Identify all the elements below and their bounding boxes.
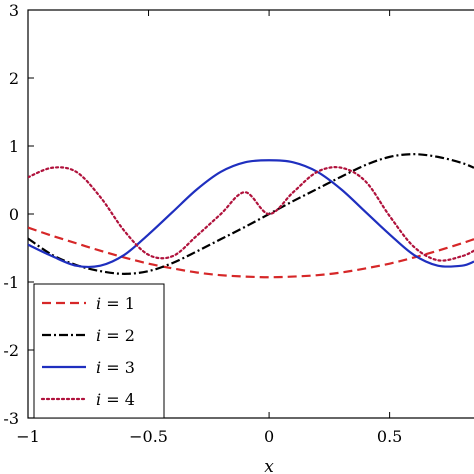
x-tick-label: 0.5 bbox=[377, 427, 402, 446]
legend-value: = 4 bbox=[101, 390, 135, 409]
legend-var: i bbox=[96, 294, 101, 313]
x-tick-label: −0.5 bbox=[129, 427, 168, 446]
series-line-1 bbox=[28, 226, 474, 279]
y-tick-label: 2 bbox=[9, 69, 19, 88]
series-layer bbox=[28, 153, 474, 279]
x-axis-ticks: −1 −0.5 0 0.5 bbox=[16, 10, 402, 446]
x-tick-label: −1 bbox=[16, 427, 40, 446]
x-axis-label: x bbox=[264, 457, 274, 474]
legend-value: = 1 bbox=[101, 294, 135, 313]
legend-value: = 3 bbox=[101, 358, 135, 377]
legend-label-1: i = 1 bbox=[96, 294, 135, 313]
y-tick-label: -2 bbox=[3, 341, 19, 360]
y-tick-label: -1 bbox=[3, 273, 19, 292]
legend-label-4: i = 4 bbox=[96, 390, 135, 409]
y-tick-label: 1 bbox=[9, 137, 19, 156]
y-axis-ticks: -3 -2 -1 0 1 2 3 bbox=[3, 1, 34, 428]
series-line-2 bbox=[28, 153, 474, 275]
legend-var: i bbox=[96, 390, 101, 409]
legend-var: i bbox=[96, 358, 101, 377]
y-tick-label: 3 bbox=[9, 1, 19, 20]
legend-label-3: i = 3 bbox=[96, 358, 135, 377]
legend-value: = 2 bbox=[101, 326, 135, 345]
legend: i = 1i = 2i = 3i = 4 bbox=[33, 283, 165, 419]
legend-label-2: i = 2 bbox=[96, 326, 135, 345]
y-tick-label: 0 bbox=[9, 205, 19, 224]
x-tick-label: 0 bbox=[264, 427, 274, 446]
series-line-3 bbox=[28, 159, 474, 269]
series-line-4 bbox=[28, 166, 474, 262]
y-tick-label: -3 bbox=[3, 409, 19, 428]
legend-var: i bbox=[96, 326, 101, 345]
legend-box bbox=[33, 283, 165, 419]
